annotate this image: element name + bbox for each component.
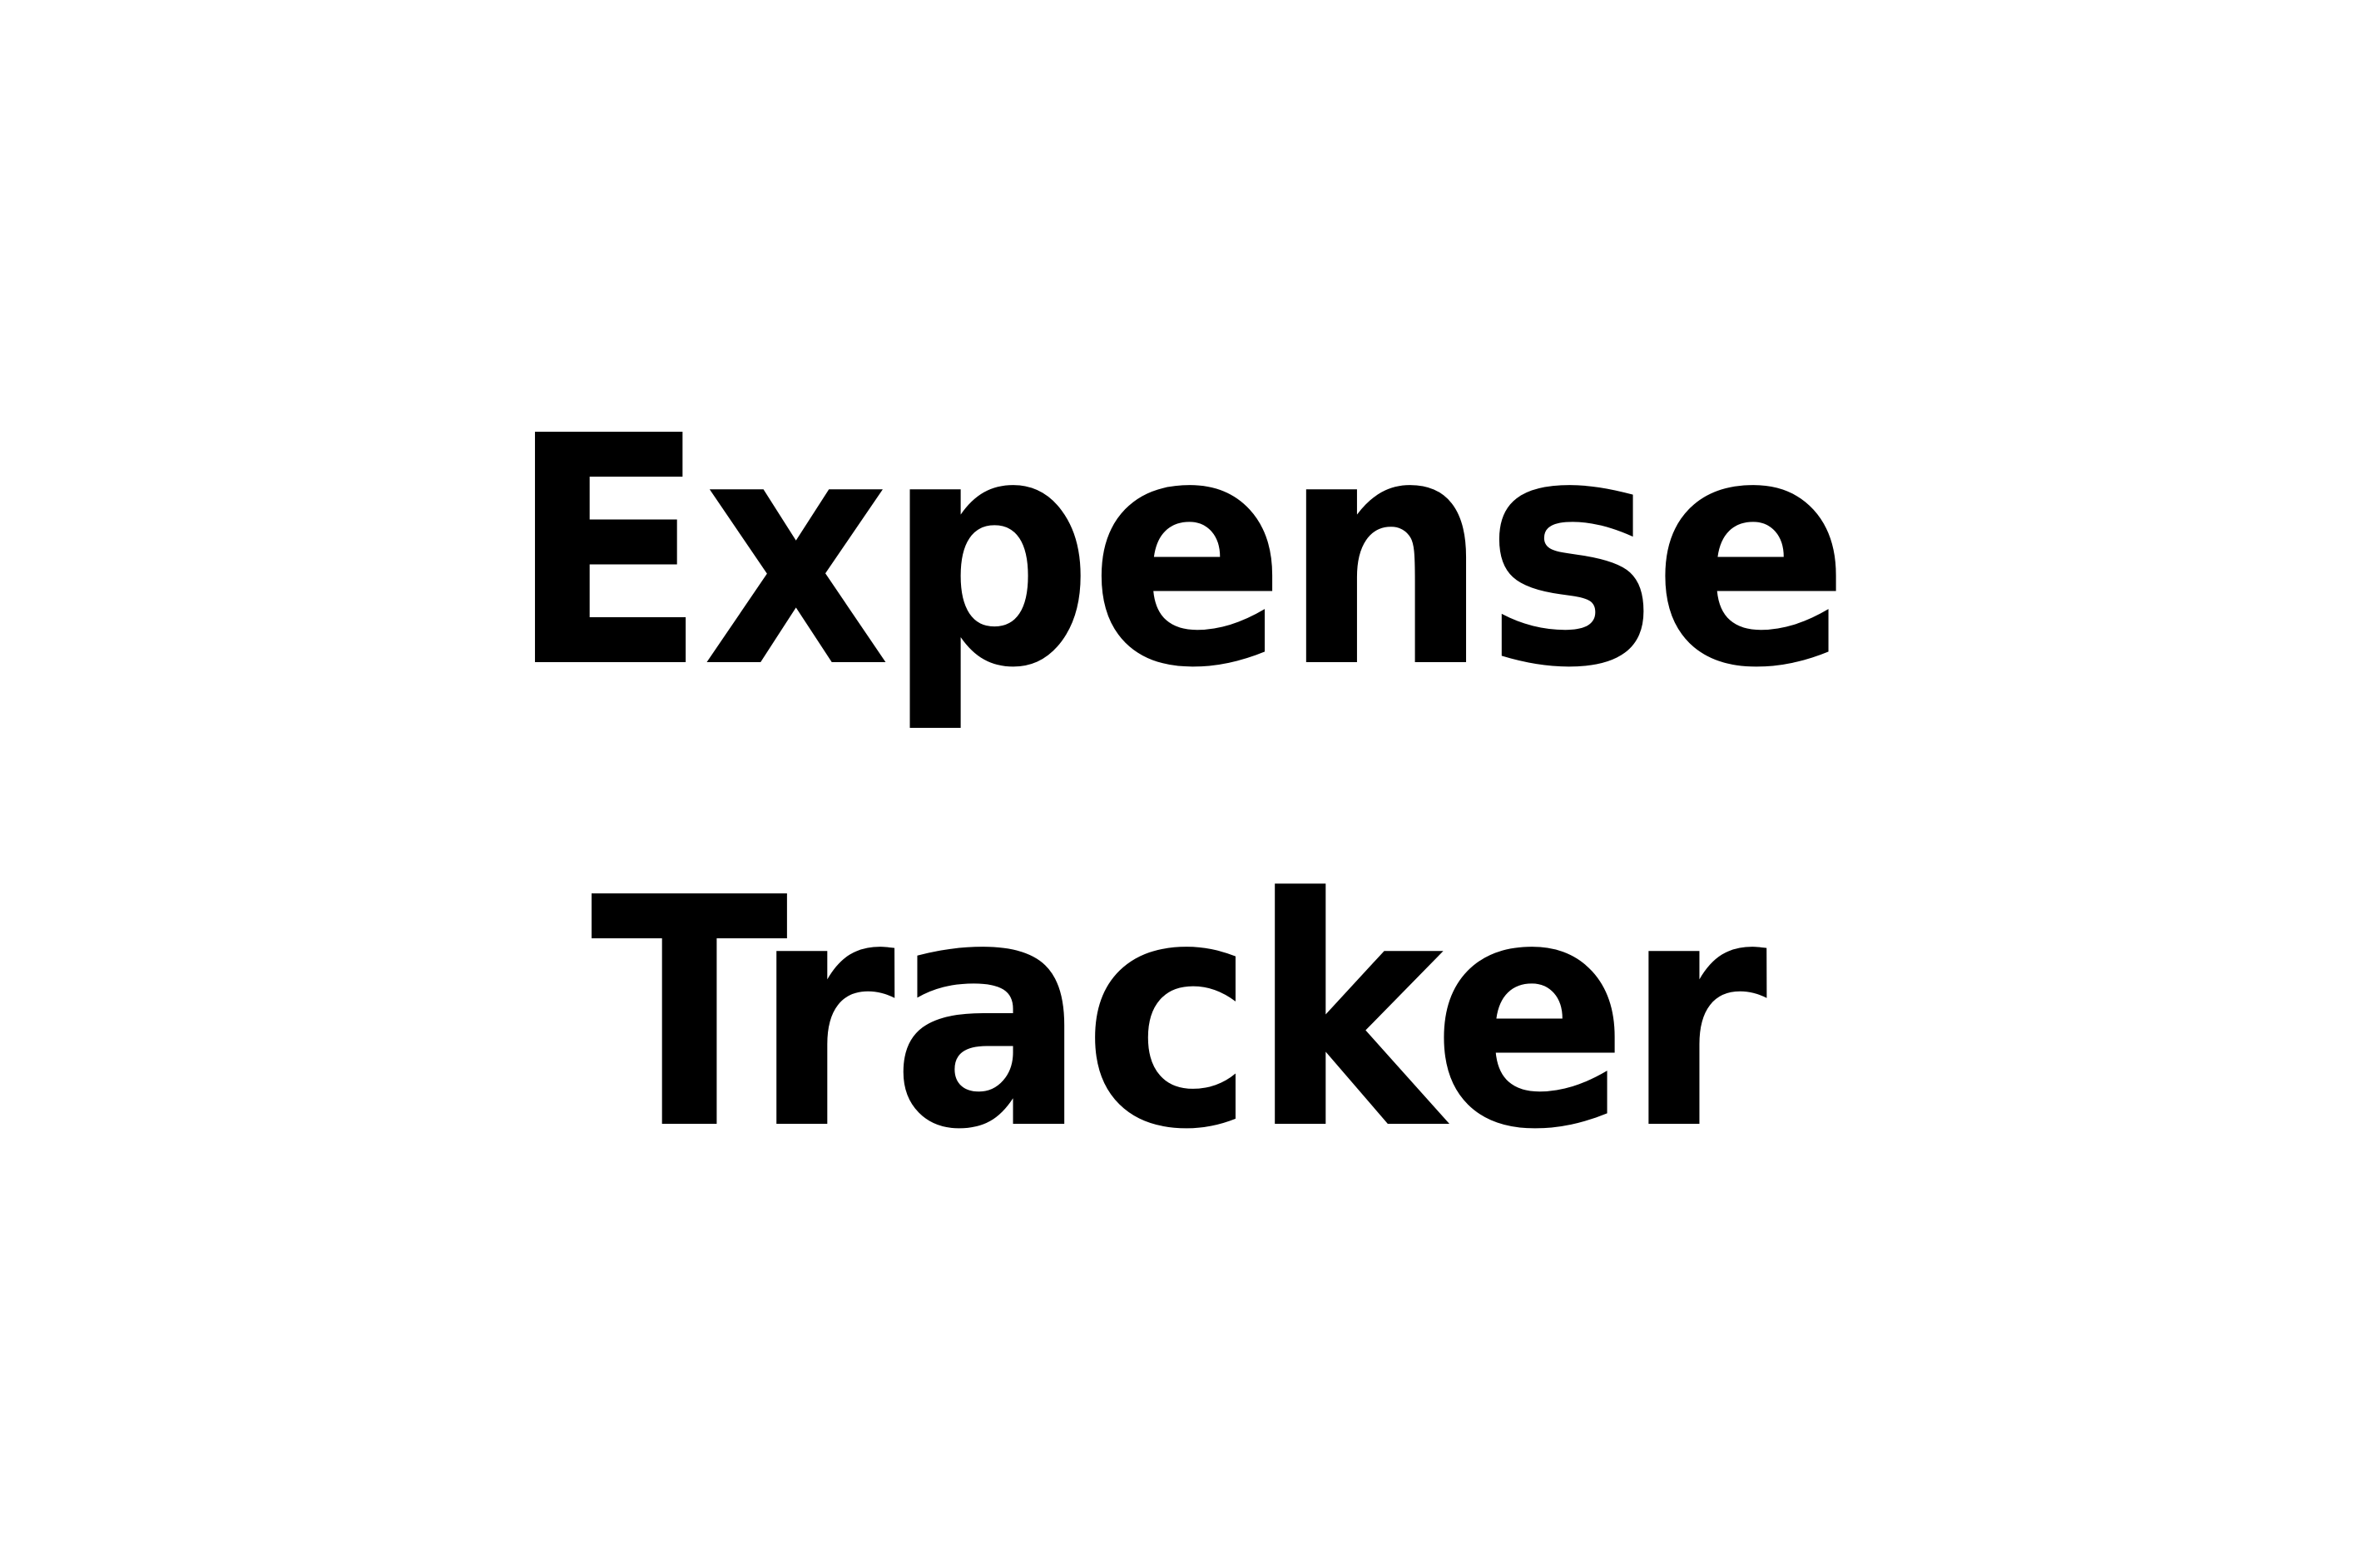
title-line-tracker: Tracker: [590, 830, 1767, 1199]
title-line-expense: Expense: [508, 369, 1850, 737]
